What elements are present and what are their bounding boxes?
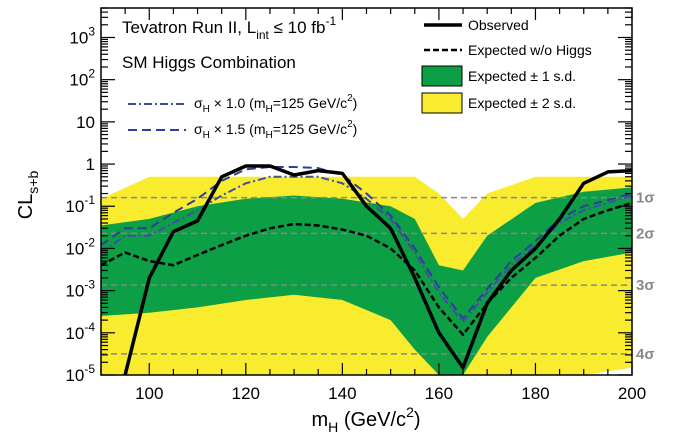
signal-legend-1-label: σH × 1.0 (mH=125 GeV/c2) (194, 93, 357, 115)
y-tick-label: 10-4 (65, 320, 95, 343)
sigma-label-3: 3σ (636, 277, 655, 294)
y-tick-label: 102 (69, 67, 95, 90)
signal-legend: σH × 1.0 (mH=125 GeV/c2) σH × 1.5 (mH=12… (128, 93, 357, 141)
x-tick-label: 160 (425, 384, 453, 403)
band-1sd (101, 187, 632, 375)
observed-curve (123, 164, 632, 375)
x-tick-label: 140 (328, 384, 356, 403)
legend-1sd-label: Expected ± 1 s.d. (468, 68, 576, 84)
x-tick-label: 100 (135, 384, 163, 403)
legend-2sd-swatch (421, 92, 463, 114)
y-tick-label: 10-3 (65, 278, 95, 301)
sigma-label-4: 4σ (636, 346, 655, 363)
chart-subtitle: SM Higgs Combination (122, 53, 296, 72)
signal-curve-2 (101, 166, 632, 321)
sigma-label-2: 2σ (636, 225, 655, 242)
signal-legend-2-label: σH × 1.5 (mH=125 GeV/c2) (194, 119, 357, 141)
y-tick-label: 10-1 (65, 193, 95, 216)
curves (101, 164, 632, 375)
axis-ticks: 100 120 140 160 180 200 10-5 10-4 10-3 10-2 10-1 1 1… (65, 7, 646, 403)
legend: Observed Expected w/o Higgs Expected ± 1… (421, 17, 592, 114)
y-axis-label: CLs+b (15, 171, 41, 220)
legend-observed-label: Observed (468, 17, 529, 33)
x-tick-label: 200 (618, 384, 646, 403)
y-tick-label: 10-2 (65, 235, 95, 258)
x-tick-label: 180 (521, 384, 549, 403)
y-tick-label: 103 (69, 24, 95, 47)
y-tick-label: 10-5 (65, 362, 95, 385)
y-tick-label: 10 (76, 113, 95, 132)
legend-expected-label: Expected w/o Higgs (468, 42, 592, 58)
y-tick-label: 1 (86, 155, 95, 174)
sigma-label-1: 1σ (636, 190, 655, 207)
expected-curve (101, 201, 632, 336)
x-tick-label: 120 (232, 384, 260, 403)
bands (101, 176, 632, 375)
legend-2sd-label: Expected ± 2 s.d. (468, 95, 576, 111)
x-axis-label: mH (GeV/c2) (311, 404, 420, 435)
sigma-lines: 1σ 2σ 3σ 4σ (101, 190, 655, 363)
legend-1sd-swatch (421, 65, 463, 87)
chart-title: Tevatron Run II, Lint ≤ 10 fb-1 (122, 14, 336, 42)
